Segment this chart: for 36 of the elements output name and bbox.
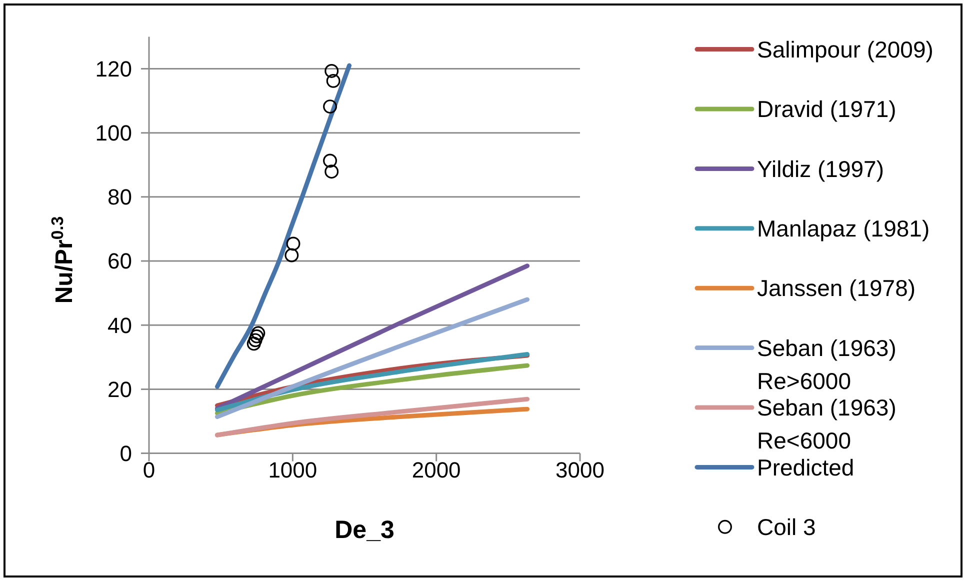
- point: [246, 336, 261, 351]
- y-tick-label: 20: [108, 376, 132, 402]
- legend-label: Salimpour (2009): [757, 36, 934, 62]
- x-tick-label: 2000: [412, 457, 461, 482]
- line-series: [214, 396, 530, 438]
- legend-label: Seban (1963) Re>6000: [757, 334, 896, 394]
- line-series: [214, 297, 530, 420]
- point: [286, 236, 300, 251]
- point: [323, 100, 337, 114]
- x-tick-label: 3000: [556, 457, 604, 482]
- x-tick-label: 0: [142, 457, 156, 482]
- y-tick-label: 80: [108, 184, 132, 210]
- legend-label: Seban (1963) Re<6000: [757, 394, 896, 454]
- point: [251, 326, 266, 340]
- x-tick-label: 1000: [268, 457, 318, 482]
- legend-label: Janssen (1978): [757, 275, 916, 302]
- legend-label: Yildiz (1997): [757, 156, 884, 182]
- legend-label: Dravid (1971): [757, 96, 896, 122]
- y-tick-label: 60: [108, 248, 132, 274]
- point: [323, 154, 337, 168]
- point: [250, 329, 264, 344]
- y-tick-label: 100: [95, 120, 132, 146]
- point: [284, 248, 299, 262]
- x-axis-title: De_3: [334, 516, 394, 544]
- legend-label: Coil 3: [757, 514, 816, 540]
- line-series: [214, 264, 530, 411]
- point: [248, 333, 262, 348]
- y-tick-label: 120: [95, 56, 132, 82]
- point: [326, 74, 340, 88]
- point: [324, 164, 339, 179]
- line-series: [214, 63, 352, 389]
- legend-label: Predicted: [757, 454, 854, 480]
- point: [324, 64, 339, 78]
- y-tick-label: 0: [120, 441, 132, 466]
- legend-label: Manlapaz (1981): [757, 215, 930, 242]
- y-tick-label: 40: [108, 312, 132, 338]
